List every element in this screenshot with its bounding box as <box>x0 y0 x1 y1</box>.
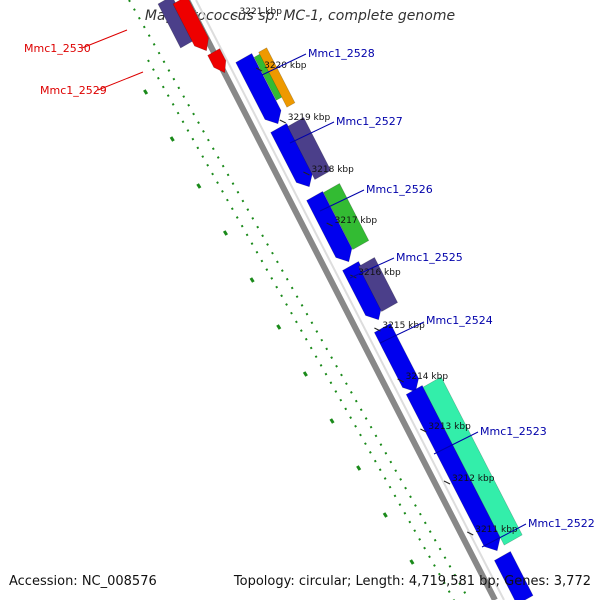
tick-label: 3213 kbp <box>428 422 471 432</box>
gene-label[interactable]: Mmc1_2529 <box>40 84 107 97</box>
tick-pointer <box>231 13 238 18</box>
tick-label: 3212 kbp <box>452 474 495 484</box>
backbone-line <box>184 0 498 600</box>
accession-text: Accession: NC_008576 <box>9 574 157 589</box>
tick-mark <box>249 277 255 283</box>
map-title: Magnetococcus sp. MC-1, complete genome <box>0 8 600 24</box>
tick-label: 3220 kbp <box>264 61 307 71</box>
tick-label: 3221 kbp <box>240 7 283 17</box>
cds-feature[interactable] <box>405 385 501 552</box>
tick-mark <box>196 183 202 189</box>
tick-mark <box>356 465 362 471</box>
tick-pointer <box>374 327 381 332</box>
backbone-shadow <box>195 0 505 600</box>
gene-label[interactable]: Mmc1_2525 <box>396 251 463 264</box>
tick-mark <box>276 324 282 330</box>
tick-mark <box>169 136 175 142</box>
gene-label-leader <box>349 257 395 279</box>
cds-feature[interactable] <box>235 53 282 125</box>
tick-label: 3219 kbp <box>288 113 331 123</box>
tick-label: 3211 kbp <box>475 525 518 535</box>
tick-pointer <box>326 222 333 227</box>
cds-feature[interactable] <box>287 117 332 180</box>
gene-label-leader <box>481 523 527 548</box>
gene-label-leader <box>261 53 307 76</box>
tick-mark <box>409 559 415 565</box>
tick-pointer <box>467 531 474 536</box>
tick-label: 3216 kbp <box>358 268 401 278</box>
tick-rail <box>128 0 470 600</box>
cds-feature[interactable] <box>323 183 370 250</box>
gene-label-leader <box>81 29 128 49</box>
tick-pointer <box>255 67 263 72</box>
tick-mark <box>302 371 308 377</box>
tick-mark <box>143 89 149 95</box>
cds-feature[interactable] <box>207 48 227 74</box>
tick-pointer <box>397 378 404 383</box>
tick-mark <box>329 418 335 424</box>
cds-feature[interactable] <box>358 257 398 312</box>
tick-label: 3215 kbp <box>382 321 425 331</box>
gene-label-leader <box>319 189 365 212</box>
gene-label[interactable]: Mmc1_2522 <box>528 517 595 530</box>
tick-label: 3218 kbp <box>311 165 354 175</box>
tick-mark <box>222 230 229 236</box>
cds-feature[interactable] <box>306 191 353 263</box>
gene-label[interactable]: Mmc1_2528 <box>308 47 375 60</box>
gene-label-leader <box>97 71 144 91</box>
gene-label[interactable]: Mmc1_2530 <box>24 42 91 55</box>
tick-pointer <box>279 119 287 124</box>
cds-feature[interactable] <box>172 0 209 52</box>
tick-pointer <box>303 171 310 176</box>
cds-feature[interactable] <box>258 47 296 108</box>
cds-feature[interactable] <box>270 123 313 188</box>
tick-label: 3214 kbp <box>406 372 449 382</box>
gene-label[interactable]: Mmc1_2527 <box>336 115 403 128</box>
gene-label-leader <box>289 121 335 144</box>
gene-label-leader <box>433 431 479 455</box>
cds-feature[interactable] <box>494 551 534 600</box>
tick-label: 3217 kbp <box>335 216 378 226</box>
gene-label[interactable]: Mmc1_2523 <box>480 425 547 438</box>
tick-pointer <box>420 428 427 433</box>
gene-label[interactable]: Mmc1_2524 <box>426 314 493 327</box>
gene-label-leader <box>379 321 425 344</box>
tick-rail <box>147 59 455 600</box>
genome-summary-text: Topology: circular; Length: 4,719,581 bp… <box>233 574 591 589</box>
tick-mark <box>382 512 388 518</box>
gene-label[interactable]: Mmc1_2526 <box>366 183 433 196</box>
tick-pointer <box>443 480 451 485</box>
cds-feature[interactable] <box>422 376 523 546</box>
